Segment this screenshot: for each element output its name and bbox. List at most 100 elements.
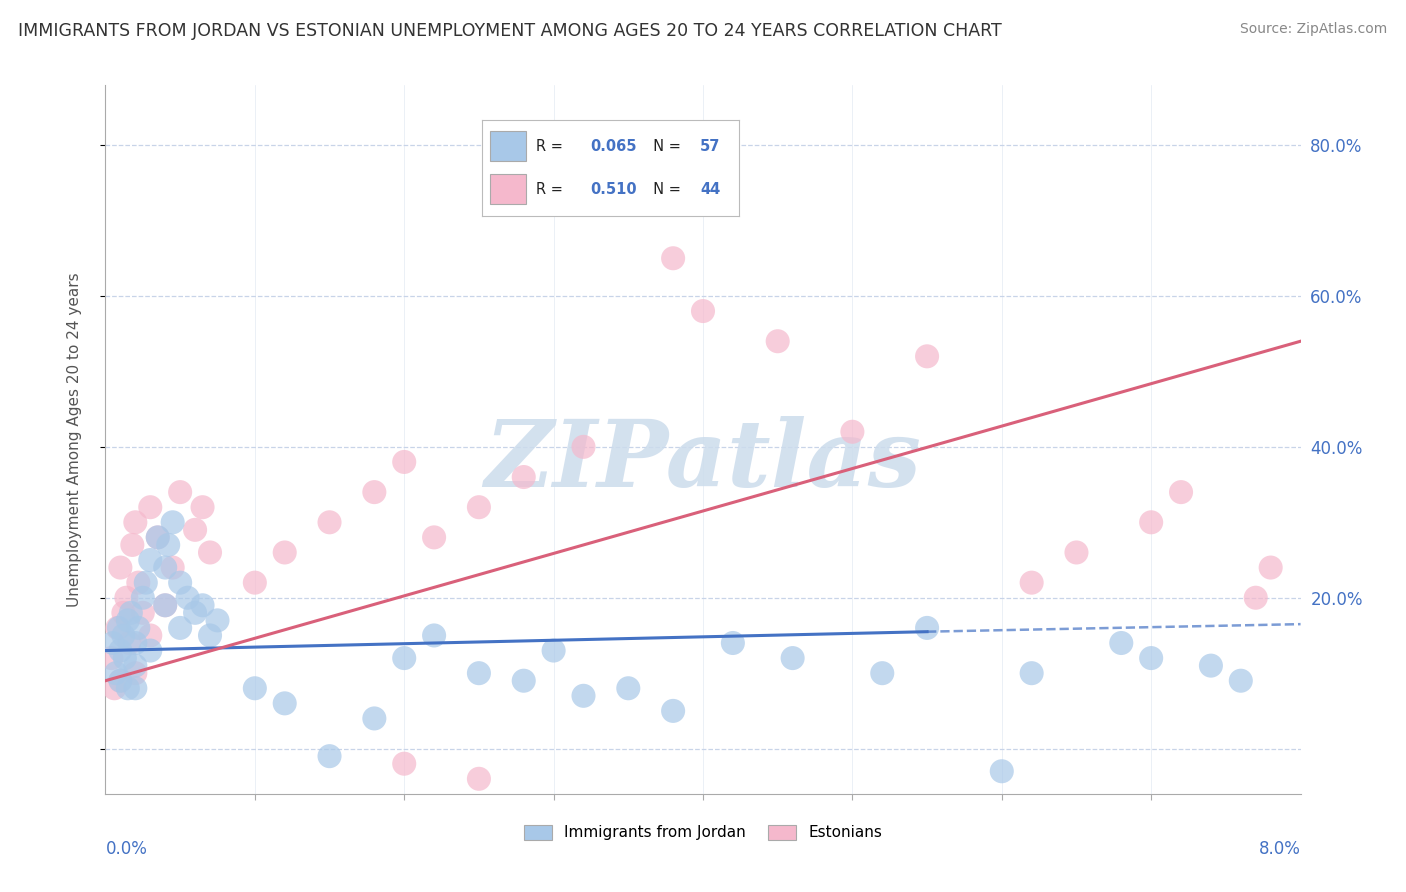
Point: [191, 500, 214, 515]
Point: [124, 658, 146, 673]
Point: [112, 606, 135, 620]
Point: [162, 516, 184, 530]
Point: [162, 560, 184, 574]
Point: [392, 455, 416, 469]
Point: [169, 575, 191, 590]
Point: [617, 681, 640, 696]
Point: [318, 749, 340, 764]
Point: [103, 681, 125, 696]
Point: [184, 606, 207, 620]
Point: [513, 470, 536, 484]
Point: [115, 591, 138, 605]
Point: [392, 756, 416, 771]
Point: [114, 651, 136, 665]
Point: [273, 545, 295, 559]
Point: [139, 643, 162, 657]
Point: [513, 673, 536, 688]
Point: [423, 530, 446, 544]
Point: [124, 666, 146, 681]
Point: [169, 621, 191, 635]
Point: [153, 560, 177, 574]
Point: [915, 349, 938, 363]
Point: [127, 575, 149, 590]
Point: [468, 772, 491, 786]
Point: [392, 651, 416, 665]
Point: [468, 500, 491, 515]
Point: [915, 621, 938, 635]
Point: [139, 500, 162, 515]
Point: [1140, 651, 1163, 665]
Point: [124, 636, 146, 650]
Point: [318, 516, 340, 530]
Point: [990, 764, 1012, 779]
Point: [766, 334, 789, 349]
Point: [1140, 516, 1163, 530]
Point: [662, 704, 685, 718]
Point: [721, 636, 744, 650]
Point: [1066, 545, 1088, 559]
Point: [191, 599, 214, 613]
Point: [1021, 666, 1043, 681]
Point: [124, 516, 146, 530]
Point: [107, 621, 129, 635]
Point: [198, 628, 221, 642]
Point: [112, 628, 135, 642]
Point: [153, 599, 177, 613]
Text: IMMIGRANTS FROM JORDAN VS ESTONIAN UNEMPLOYMENT AMONG AGES 20 TO 24 YEARS CORREL: IMMIGRANTS FROM JORDAN VS ESTONIAN UNEMP…: [18, 22, 1002, 40]
Point: [841, 425, 863, 439]
Point: [120, 606, 142, 620]
Point: [572, 440, 595, 454]
Text: 8.0%: 8.0%: [1258, 840, 1301, 858]
Point: [1260, 560, 1282, 574]
Point: [117, 681, 139, 696]
Point: [243, 681, 266, 696]
Point: [146, 530, 169, 544]
Point: [198, 545, 221, 559]
Point: [124, 681, 146, 696]
Point: [110, 673, 132, 688]
Point: [101, 636, 124, 650]
Text: Source: ZipAtlas.com: Source: ZipAtlas.com: [1240, 22, 1388, 37]
Point: [572, 689, 595, 703]
Point: [121, 538, 143, 552]
Point: [100, 651, 122, 665]
Point: [104, 666, 127, 681]
Point: [127, 621, 149, 635]
Text: ZIPatlas: ZIPatlas: [485, 416, 921, 506]
Point: [132, 606, 155, 620]
Point: [139, 628, 162, 642]
Point: [1021, 575, 1043, 590]
Point: [1199, 658, 1222, 673]
Point: [363, 485, 385, 500]
Point: [782, 651, 804, 665]
Point: [363, 711, 385, 725]
Legend: Immigrants from Jordan, Estonians: Immigrants from Jordan, Estonians: [517, 819, 889, 847]
Point: [108, 621, 131, 635]
Point: [146, 530, 169, 544]
Point: [207, 613, 229, 627]
Point: [273, 697, 295, 711]
Point: [153, 599, 177, 613]
Point: [468, 666, 491, 681]
Point: [110, 560, 132, 574]
Point: [1229, 673, 1251, 688]
Point: [110, 643, 132, 657]
Point: [169, 485, 191, 500]
Point: [139, 553, 162, 567]
Point: [132, 591, 155, 605]
Point: [1170, 485, 1192, 500]
Point: [543, 643, 565, 657]
Point: [423, 628, 446, 642]
Point: [110, 673, 132, 688]
Point: [176, 591, 198, 605]
Point: [135, 575, 157, 590]
Point: [1244, 591, 1267, 605]
Point: [184, 523, 207, 537]
Point: [1111, 636, 1133, 650]
Point: [870, 666, 894, 681]
Point: [118, 636, 141, 650]
Point: [692, 304, 714, 318]
Text: 0.0%: 0.0%: [105, 840, 148, 858]
Point: [243, 575, 266, 590]
Point: [662, 252, 685, 266]
